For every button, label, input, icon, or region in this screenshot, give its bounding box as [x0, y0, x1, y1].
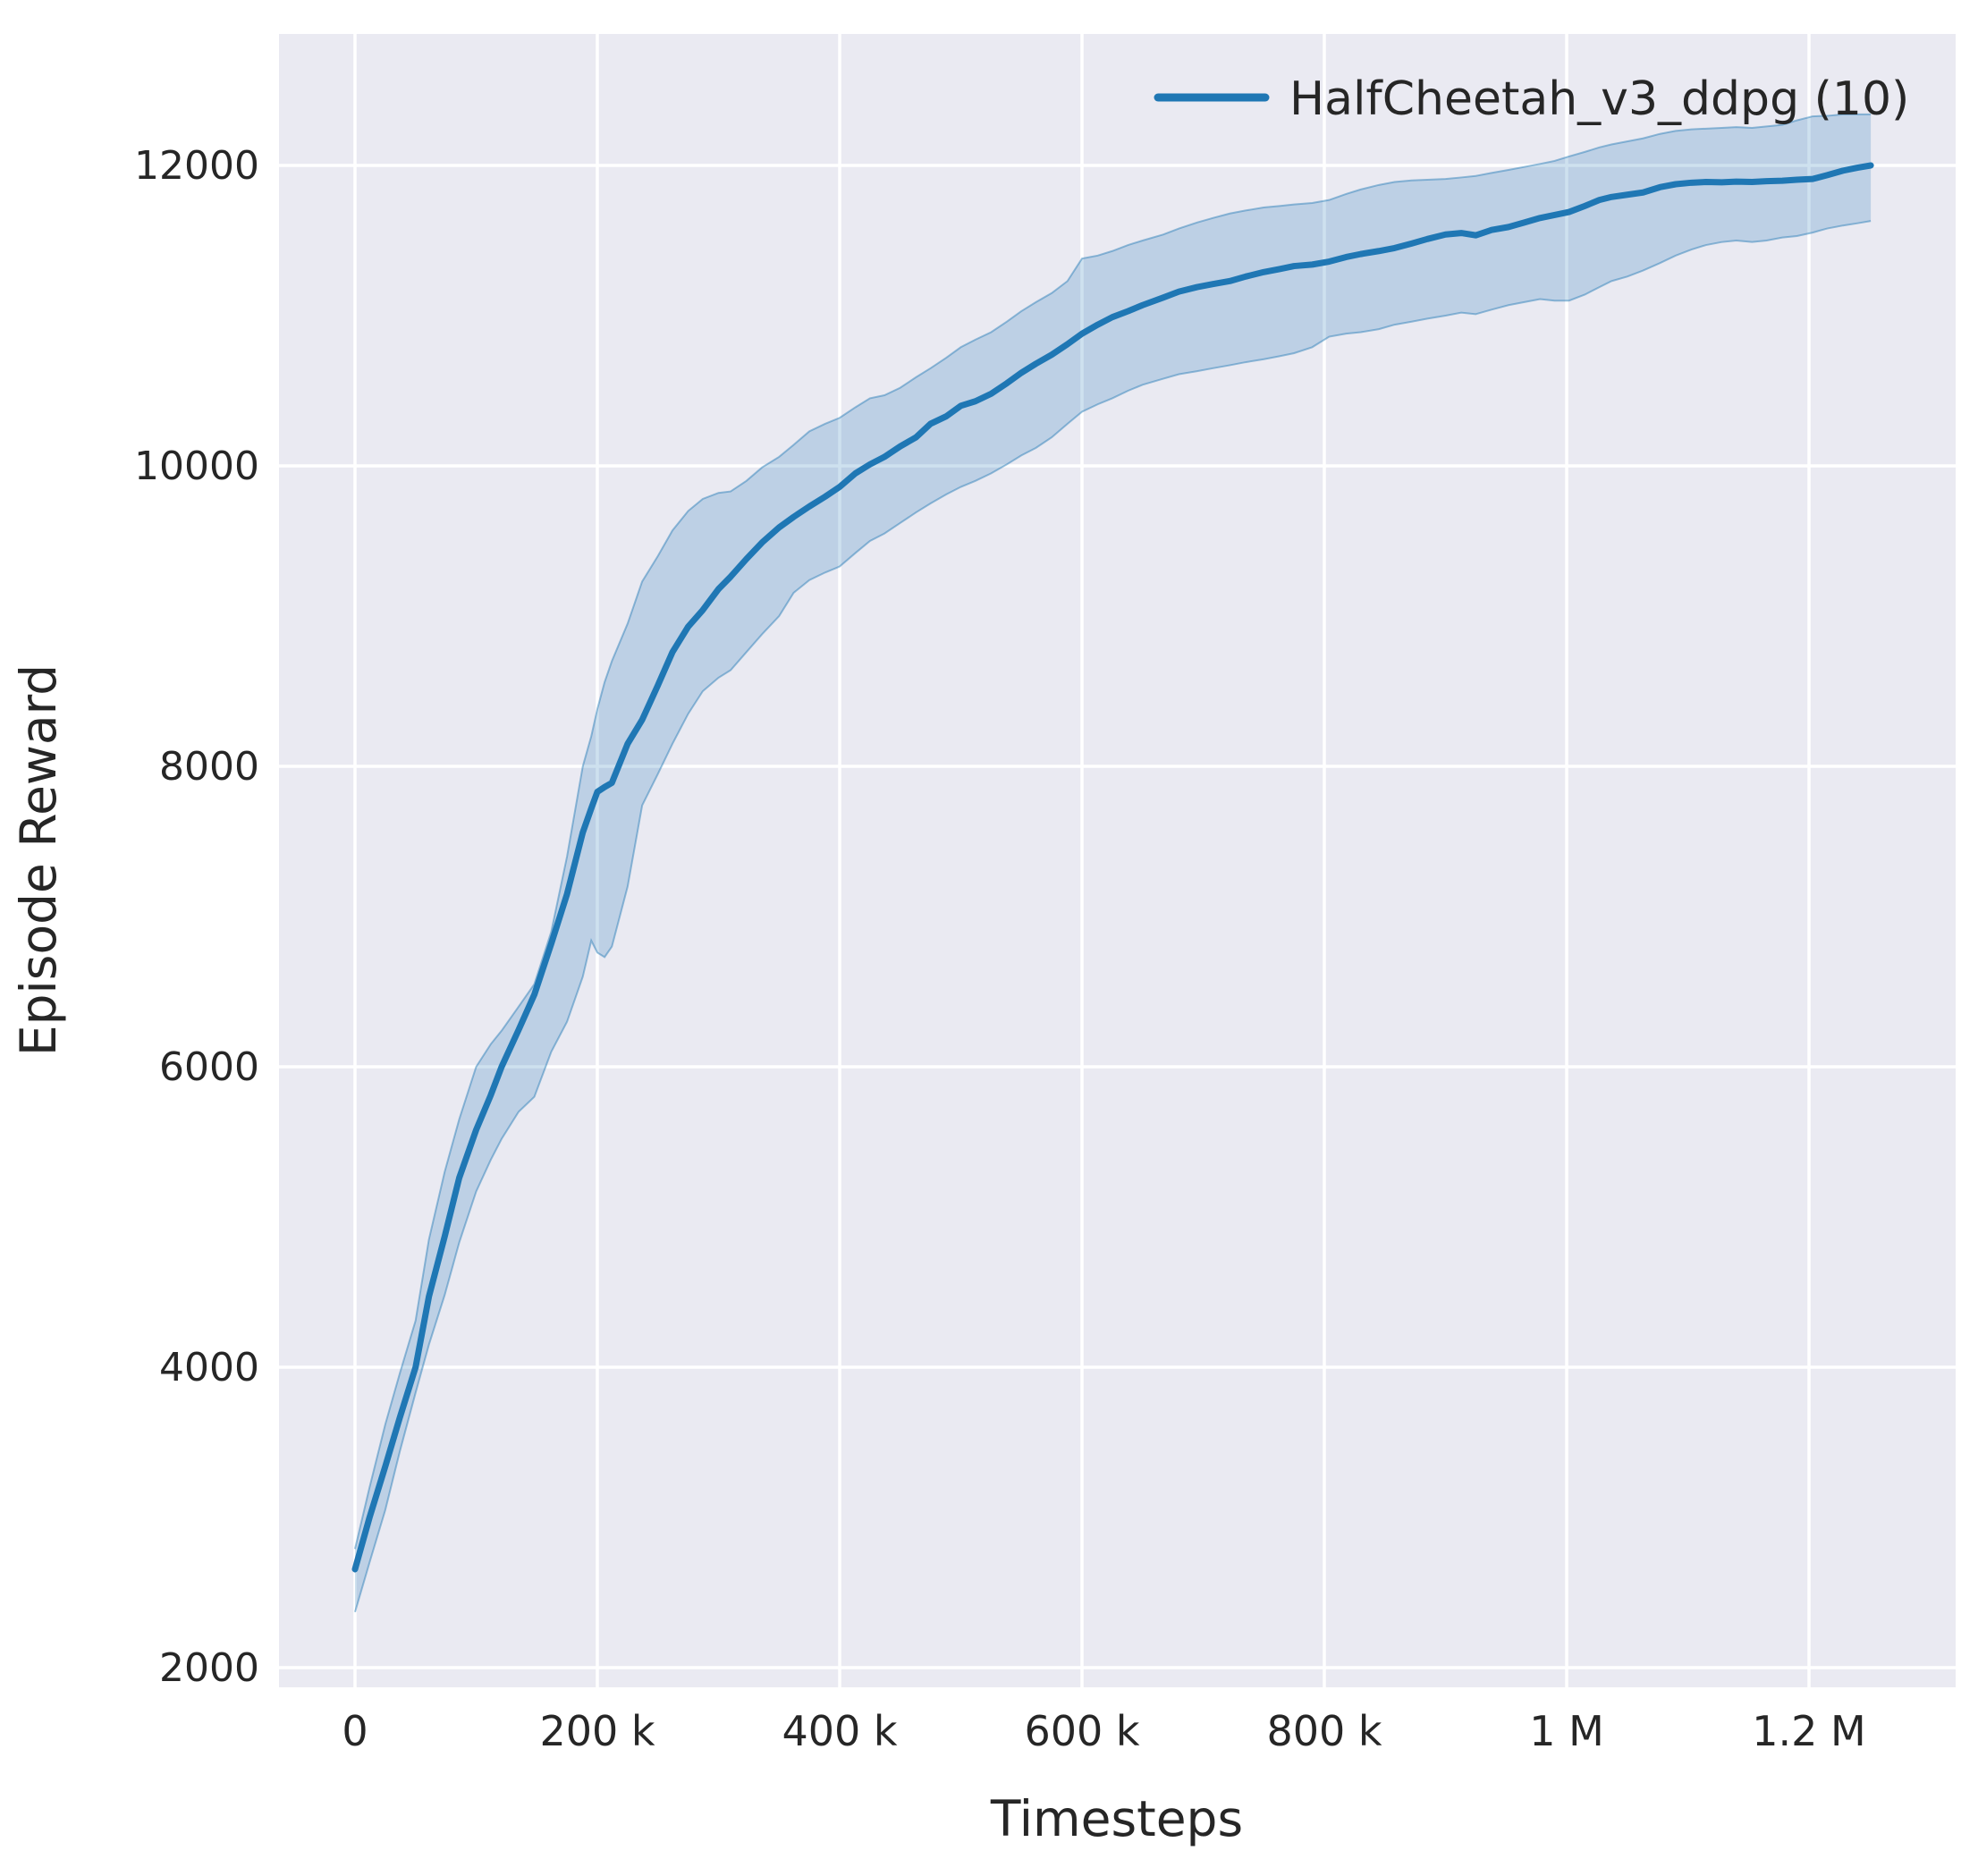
plot-area — [279, 34, 1956, 1687]
x-axis-label: Timesteps — [990, 1790, 1243, 1847]
confidence-band-lower-edge — [354, 220, 1872, 1613]
legend: HalfCheetah_v3_ddpg (10) — [1154, 72, 1909, 126]
mean-reward-line — [351, 162, 1874, 1573]
x-tick-label: 1.2 M — [1752, 1707, 1865, 1755]
y-axis-label: Episode Reward — [10, 664, 67, 1056]
y-tick-label: 4000 — [159, 1345, 259, 1390]
y-axis-tick-labels: 2000 4000 6000 8000 10000 12000 — [134, 143, 259, 1691]
y-tick-label: 2000 — [159, 1645, 259, 1691]
x-tick-label: 1 M — [1529, 1707, 1604, 1755]
x-tick-label: 0 — [342, 1707, 368, 1755]
y-tick-label: 8000 — [159, 744, 259, 790]
y-tick-label: 6000 — [159, 1044, 259, 1090]
x-tick-label: 600 k — [1024, 1707, 1139, 1755]
series-halfcheetah-ddpg — [351, 113, 1874, 1613]
y-tick-label: 10000 — [134, 444, 259, 489]
x-tick-label: 800 k — [1266, 1707, 1382, 1755]
y-tick-label: 12000 — [134, 143, 259, 189]
x-tick-label: 200 k — [539, 1707, 655, 1755]
x-tick-label: 400 k — [782, 1707, 897, 1755]
confidence-band-upper-edge — [354, 113, 1872, 1550]
x-axis-tick-labels: 0 200 k 400 k 600 k 800 k 1 M 1.2 M — [342, 1707, 1865, 1755]
gridlines — [279, 34, 1956, 1687]
legend-series-label: HalfCheetah_v3_ddpg (10) — [1289, 72, 1909, 126]
